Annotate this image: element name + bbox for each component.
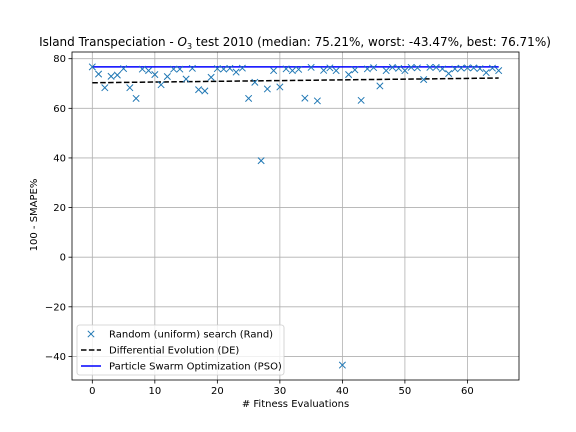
data-point xyxy=(163,73,171,81)
legend-entry: Differential Evolution (DE) xyxy=(81,346,239,357)
series-line-1 xyxy=(92,77,499,84)
data-point xyxy=(182,75,190,83)
legend: Random (uniform) search (Rand) Differenti… xyxy=(76,324,285,376)
data-point xyxy=(488,64,496,72)
data-point xyxy=(126,84,134,92)
data-point xyxy=(313,97,321,105)
data-point xyxy=(263,85,271,93)
data-point xyxy=(363,65,371,73)
x-tick-label: 30 xyxy=(274,386,287,397)
data-point xyxy=(295,65,303,73)
data-point xyxy=(145,67,153,75)
data-point xyxy=(213,65,221,73)
data-point xyxy=(207,73,215,81)
data-point xyxy=(420,75,428,84)
legend-label: Differential Evolution (DE) xyxy=(109,346,239,357)
legend-entry: Particle Swarm Optimization (PSO) xyxy=(81,362,282,373)
data-point xyxy=(257,157,265,165)
data-point xyxy=(345,71,353,79)
data-point xyxy=(463,64,471,72)
data-point xyxy=(351,66,359,74)
data-point xyxy=(407,63,415,71)
data-point xyxy=(88,63,96,71)
legend-label: Particle Swarm Optimization (PSO) xyxy=(109,362,282,373)
legend-marker xyxy=(87,330,95,338)
data-point xyxy=(376,82,384,90)
data-point xyxy=(370,64,378,72)
data-point xyxy=(276,83,284,91)
data-point xyxy=(195,86,203,94)
data-point xyxy=(232,68,240,76)
data-point xyxy=(332,67,340,75)
data-point xyxy=(120,65,128,73)
data-point xyxy=(107,72,115,80)
x-tick-label: 0 xyxy=(89,386,95,397)
x-tick-label: 10 xyxy=(148,386,161,397)
data-point xyxy=(201,87,209,95)
data-point xyxy=(382,67,390,75)
data-point xyxy=(238,64,246,72)
y-axis-label: 100 - SMAPE% xyxy=(29,179,40,252)
data-point xyxy=(132,94,140,102)
data-point xyxy=(307,63,315,71)
x-tick-label: 40 xyxy=(336,386,349,397)
data-point xyxy=(326,64,334,72)
data-point xyxy=(457,64,465,72)
x-tick-label: 60 xyxy=(461,386,474,397)
data-point xyxy=(320,66,328,74)
data-point xyxy=(426,63,434,71)
axes-frame xyxy=(71,51,520,381)
data-point xyxy=(151,71,159,79)
x-axis-label: # Fitness Evaluations xyxy=(242,399,349,410)
y-tick-label: 20 xyxy=(53,203,66,214)
data-point xyxy=(495,67,503,75)
data-point xyxy=(338,361,346,369)
data-point xyxy=(170,65,178,73)
data-point xyxy=(301,94,309,102)
data-point xyxy=(251,78,259,86)
data-point xyxy=(482,69,490,77)
chart-title: Island Transpeciation - O3 test 2010 (me… xyxy=(39,35,551,51)
data-point xyxy=(101,84,109,92)
data-point xyxy=(438,65,446,73)
x-tick-label: 20 xyxy=(211,386,224,397)
data-point xyxy=(138,65,146,73)
x-tick-label: 50 xyxy=(399,386,412,397)
data-point xyxy=(157,81,165,89)
legend-box xyxy=(76,324,285,376)
legend-label: Random (uniform) search (Rand) xyxy=(109,330,273,341)
y-tick-label: −40 xyxy=(45,352,66,363)
data-point xyxy=(282,65,290,73)
legend-entry: Random (uniform) search (Rand) xyxy=(87,330,273,341)
y-tick-label: 0 xyxy=(60,253,66,264)
data-point xyxy=(220,65,228,73)
data-point xyxy=(432,63,440,71)
y-tick-label: −20 xyxy=(45,302,66,313)
data-point xyxy=(357,96,365,104)
data-point xyxy=(395,64,403,72)
data-point xyxy=(270,67,278,75)
data-point xyxy=(188,64,196,72)
data-point xyxy=(388,63,396,71)
data-point xyxy=(476,65,484,73)
data-point xyxy=(445,70,453,78)
data-point xyxy=(401,67,409,75)
data-point xyxy=(288,67,296,75)
y-tick-label: 80 xyxy=(53,54,66,65)
y-tick-label: 60 xyxy=(53,104,66,115)
data-point xyxy=(113,71,121,79)
data-point xyxy=(413,64,421,72)
data-point xyxy=(226,64,234,72)
y-tick-label: 40 xyxy=(53,153,66,164)
data-point xyxy=(451,65,459,73)
data-point xyxy=(470,64,478,72)
data-point xyxy=(245,94,253,102)
data-point xyxy=(176,65,184,73)
data-point xyxy=(95,70,103,78)
